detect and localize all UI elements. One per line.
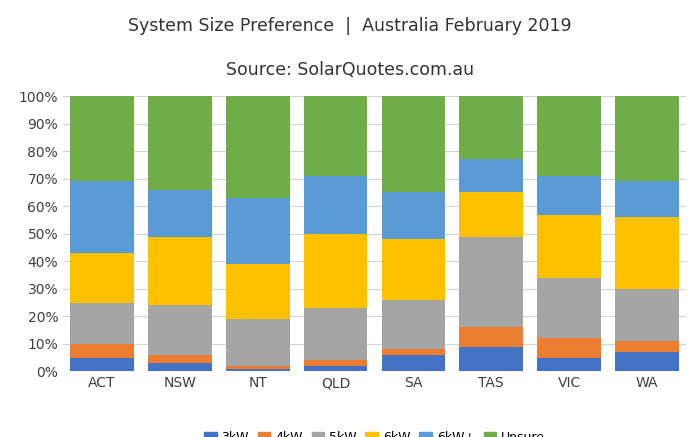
Bar (382, 300, 445, 350)
Bar (226, 198, 290, 264)
Bar (148, 96, 211, 190)
Bar (459, 236, 523, 327)
Bar (382, 239, 445, 300)
Bar (148, 236, 211, 305)
Bar (615, 289, 679, 341)
Bar (226, 96, 290, 198)
Bar (226, 319, 290, 366)
Bar (538, 176, 601, 215)
Bar (304, 308, 368, 361)
Bar (538, 215, 601, 278)
Bar (382, 350, 445, 355)
Bar (148, 190, 211, 236)
Bar (459, 160, 523, 192)
Bar (70, 181, 134, 253)
Bar (304, 361, 368, 366)
Bar (304, 176, 368, 234)
Bar (382, 355, 445, 371)
Bar (459, 192, 523, 236)
Bar (148, 355, 211, 363)
Bar (304, 366, 368, 371)
Bar (615, 217, 679, 289)
Bar (382, 96, 445, 192)
Bar (615, 341, 679, 352)
Bar (459, 96, 523, 160)
Bar (226, 366, 290, 369)
Bar (459, 347, 523, 371)
Text: Source: SolarQuotes.com.au: Source: SolarQuotes.com.au (226, 61, 474, 79)
Bar (615, 96, 679, 181)
Bar (538, 278, 601, 338)
Bar (459, 327, 523, 347)
Bar (538, 357, 601, 371)
Bar (70, 253, 134, 302)
Bar (148, 363, 211, 371)
Bar (148, 305, 211, 355)
Bar (538, 338, 601, 357)
Bar (70, 302, 134, 344)
Bar (70, 344, 134, 357)
Bar (615, 352, 679, 371)
Bar (538, 96, 601, 176)
Bar (226, 264, 290, 319)
Bar (382, 192, 445, 239)
Bar (226, 369, 290, 371)
Bar (70, 96, 134, 181)
Bar (70, 357, 134, 371)
Bar (304, 234, 368, 308)
Text: System Size Preference  |  Australia February 2019: System Size Preference | Australia Febru… (128, 17, 572, 35)
Bar (615, 181, 679, 217)
Bar (304, 96, 368, 176)
Legend: 3kW, 4kW, 5kW, 6kW, 6kW+, Unsure: 3kW, 4kW, 5kW, 6kW, 6kW+, Unsure (200, 427, 549, 437)
